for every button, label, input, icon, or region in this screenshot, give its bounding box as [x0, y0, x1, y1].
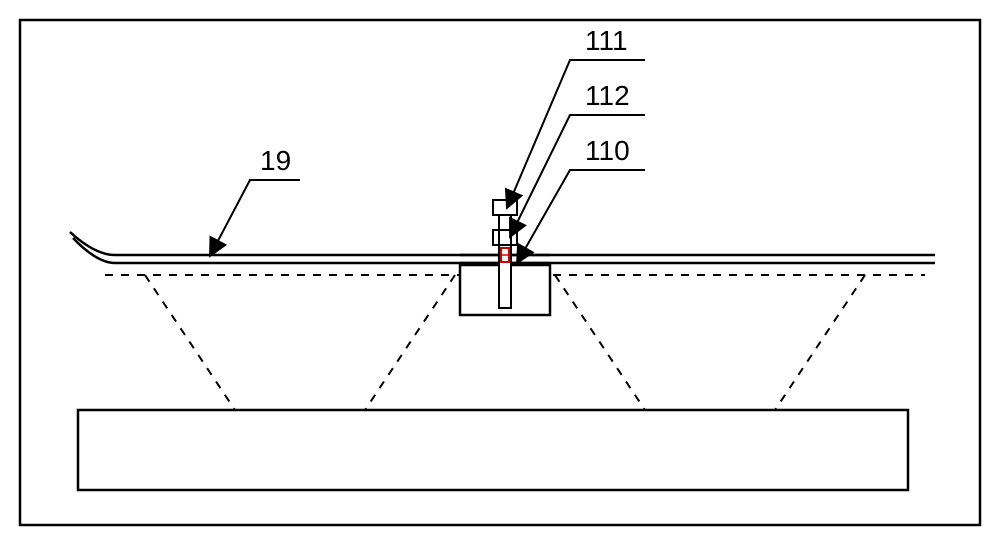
base-block — [78, 410, 908, 490]
label-l19-leader — [210, 180, 300, 256]
label-l19-label: 19 — [260, 145, 291, 176]
label-l112-leader — [510, 115, 645, 237]
label-l111-label: 111 — [585, 25, 628, 56]
bolt-head — [493, 200, 517, 215]
label-l110-label: 110 — [585, 135, 630, 166]
label-l112-label: 112 — [585, 80, 630, 111]
support-left — [145, 275, 455, 410]
support-right — [555, 275, 865, 410]
diagram-svg: 111 112 110 19 — [0, 0, 1000, 545]
